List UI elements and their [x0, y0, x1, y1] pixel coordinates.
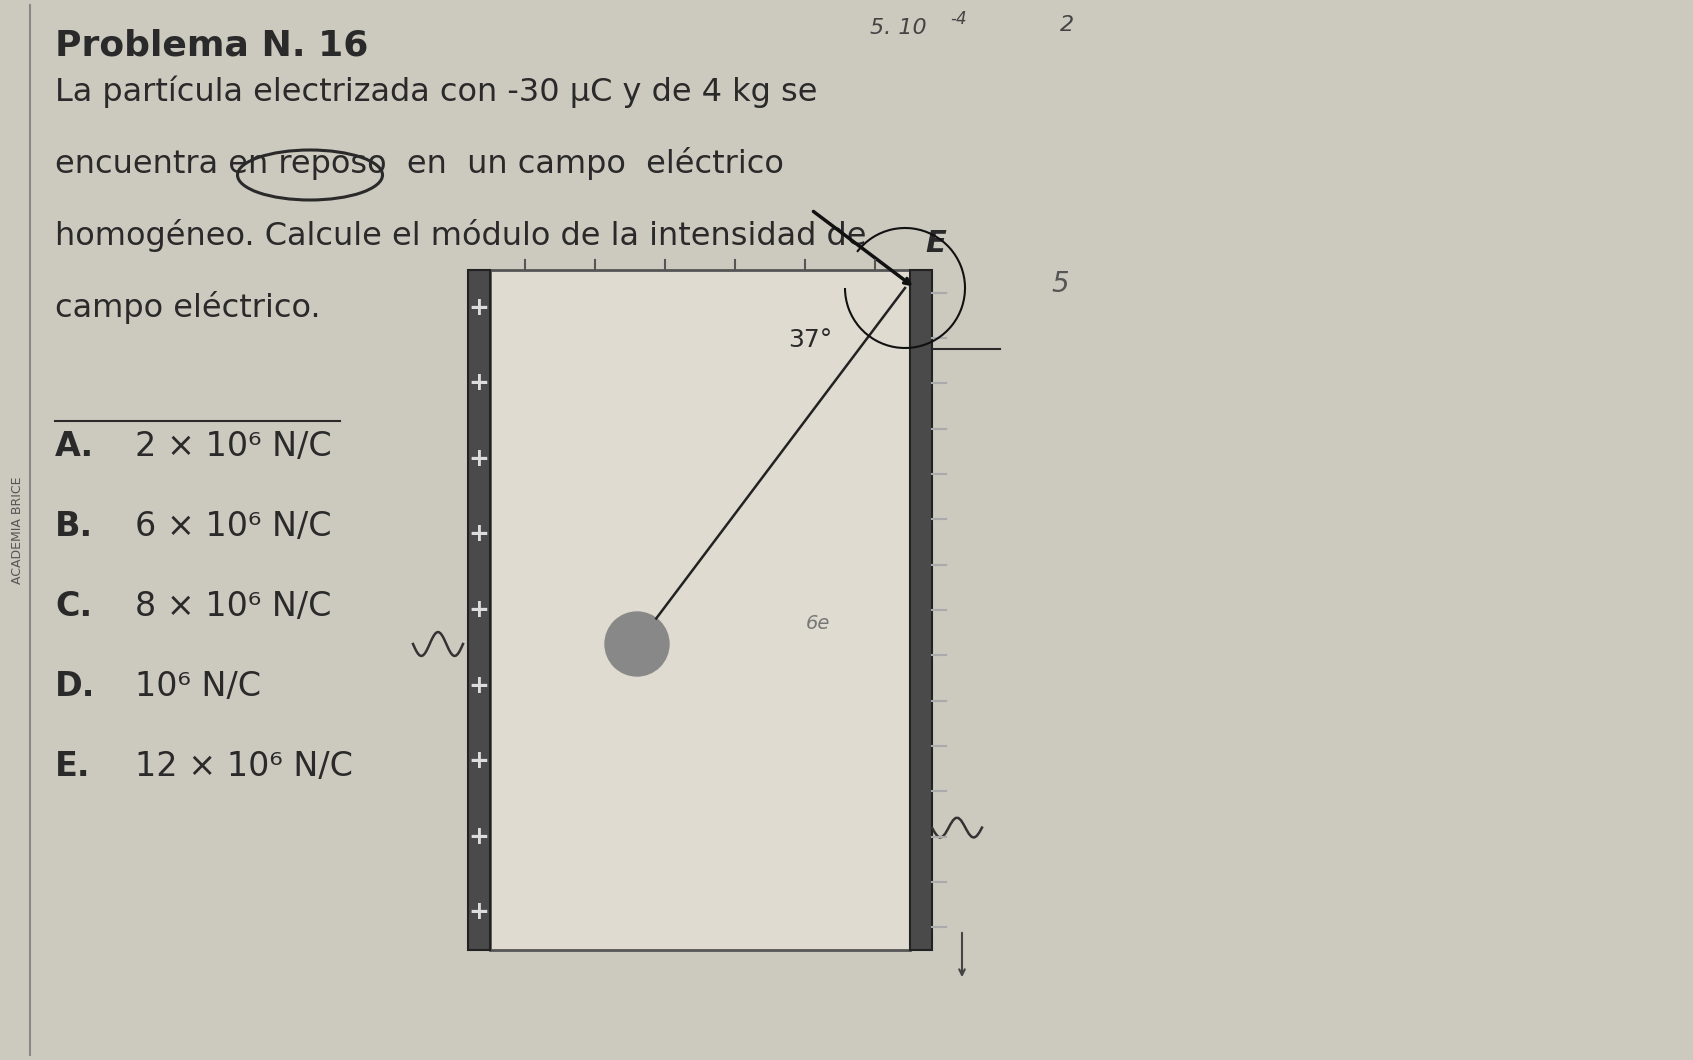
- Text: +: +: [469, 673, 489, 697]
- Text: 12 × 10⁶ N/C: 12 × 10⁶ N/C: [135, 750, 352, 783]
- Text: campo eléctrico.: campo eléctrico.: [54, 292, 320, 324]
- Text: A.: A.: [54, 430, 95, 463]
- Text: -4: -4: [950, 10, 967, 28]
- Text: C.: C.: [54, 590, 91, 623]
- Text: E: E: [924, 229, 946, 258]
- Bar: [467, 270, 489, 950]
- Text: 37°: 37°: [787, 328, 833, 352]
- Text: E.: E.: [54, 750, 90, 783]
- Text: 2 × 10⁶ N/C: 2 × 10⁶ N/C: [135, 430, 332, 463]
- Text: 6e: 6e: [806, 614, 830, 633]
- Text: 5. 10: 5. 10: [870, 18, 926, 38]
- Text: La partícula electrizada con -30 μC y de 4 kg se: La partícula electrizada con -30 μC y de…: [54, 75, 818, 107]
- Text: +: +: [469, 900, 489, 924]
- Bar: [911, 270, 933, 950]
- Text: +: +: [469, 371, 489, 395]
- Text: D.: D.: [54, 670, 95, 703]
- Text: B.: B.: [54, 510, 93, 543]
- Text: ACADEMIA BRICE: ACADEMIA BRICE: [12, 476, 24, 584]
- Text: +: +: [469, 447, 489, 471]
- Text: 10⁶ N/C: 10⁶ N/C: [135, 670, 261, 703]
- Text: +: +: [469, 825, 489, 849]
- Text: +: +: [469, 523, 489, 547]
- Text: 6 × 10⁶ N/C: 6 × 10⁶ N/C: [135, 510, 332, 543]
- Circle shape: [604, 612, 669, 676]
- Text: 8 × 10⁶ N/C: 8 × 10⁶ N/C: [135, 590, 332, 623]
- Text: 5: 5: [1051, 270, 1068, 298]
- Bar: [489, 270, 911, 950]
- Text: encuentra en reposo  en  un campo  eléctrico: encuentra en reposo en un campo eléctric…: [54, 147, 784, 180]
- Text: Problema N. 16: Problema N. 16: [54, 28, 369, 61]
- Text: 2: 2: [1060, 15, 1073, 35]
- Text: +: +: [469, 296, 489, 320]
- Text: homogéneo. Calcule el módulo de la intensidad de: homogéneo. Calcule el módulo de la inten…: [54, 219, 867, 252]
- Text: +: +: [469, 749, 489, 773]
- Text: +: +: [469, 598, 489, 622]
